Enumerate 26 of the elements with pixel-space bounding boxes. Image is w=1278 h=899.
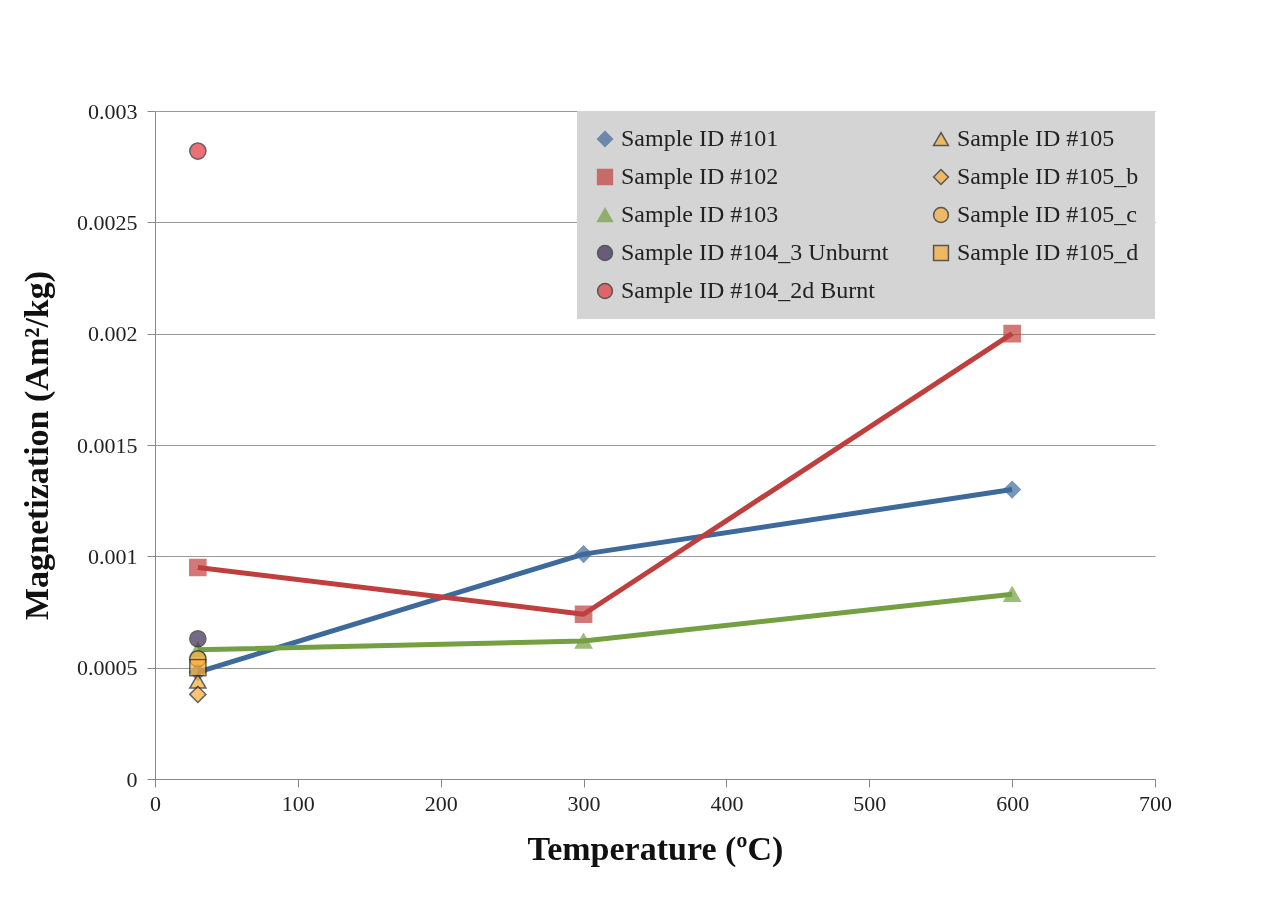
x-tick-label: 700 (1139, 790, 1172, 816)
x-tick-label: 100 (281, 790, 315, 816)
x-tick-label: 300 (567, 790, 601, 816)
y-axis-title: Magnetization (Am²/kg) (18, 270, 56, 621)
y-tick-label: 0.003 (88, 98, 138, 124)
y-tick-label: 0.0015 (77, 432, 138, 458)
x-axis-title: Temperature (ºC) (527, 829, 784, 868)
x-tick-label: 200 (424, 790, 458, 816)
x-tick-label: 500 (853, 790, 887, 816)
x-tick-label: 400 (710, 790, 744, 816)
legend-label: Sample ID #101 (621, 125, 779, 151)
legend-label: Sample ID #105_b (957, 163, 1139, 189)
legend-label: Sample ID #104_3 Unburnt (621, 239, 889, 265)
y-tick-label: 0.002 (88, 321, 138, 347)
y-tick-label: 0.0025 (77, 209, 138, 235)
legend-label: Sample ID #105 (957, 125, 1115, 151)
x-tick-label: 600 (996, 790, 1030, 816)
legend-label: Sample ID #105_c (957, 201, 1137, 227)
y-tick-label: 0 (126, 766, 138, 792)
legend-label: Sample ID #104_2d Burnt (621, 277, 876, 303)
y-tick-label: 0.0005 (77, 655, 138, 681)
legend-label: Sample ID #105_d (957, 239, 1139, 265)
x-tick-label: 0 (150, 790, 161, 816)
y-tick-label: 0.001 (88, 543, 138, 569)
legend-label: Sample ID #103 (621, 201, 779, 227)
legend-label: Sample ID #102 (621, 163, 779, 189)
